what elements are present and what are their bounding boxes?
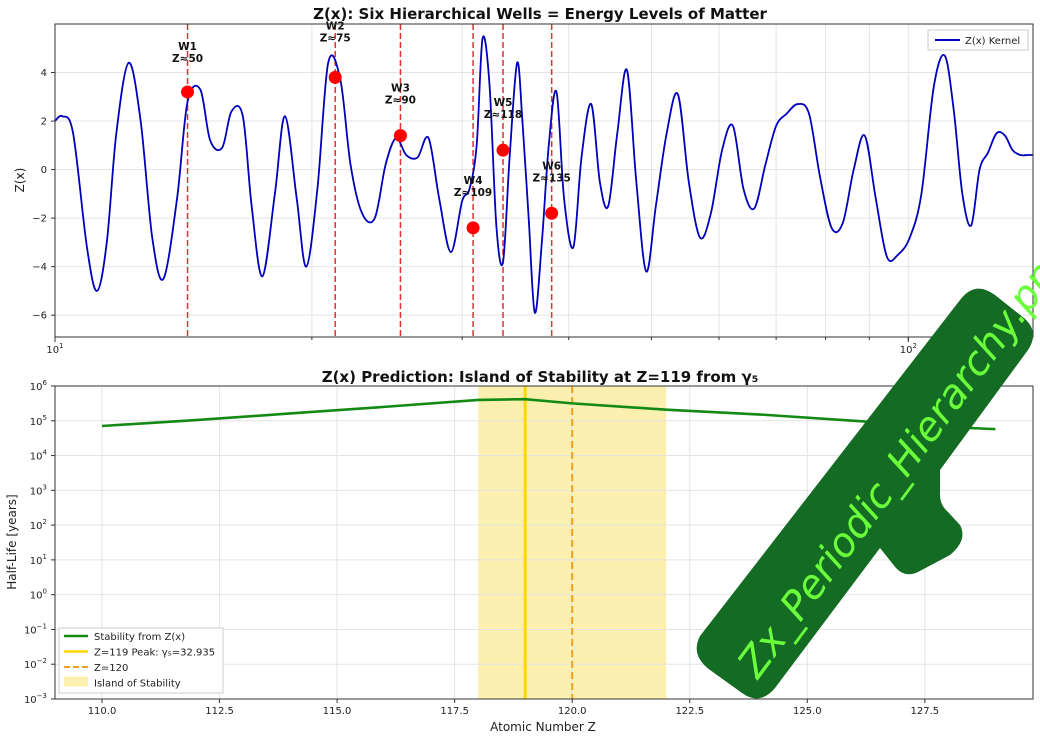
top-chart-title: Z(x): Six Hierarchical Wells = Energy Le… (313, 5, 767, 23)
well-label: W2 (326, 20, 345, 32)
top-y-tick-label: 2 (41, 117, 47, 128)
bottom-y-axis-label: Half-Life [years] (5, 494, 19, 589)
top-x-ticks: 101 102 (46, 337, 917, 356)
top-well-lines (186, 24, 553, 337)
well-label: W4 (464, 175, 483, 187)
well-marker (466, 221, 480, 235)
bottom-legend-entry: Island of Stability (94, 679, 181, 690)
bottom-y-tick-label: 10−2 (24, 657, 47, 671)
bottom-legend-swatch (64, 676, 88, 687)
top-y-axis-label: Z(x) (13, 168, 27, 193)
top-legend-entry: Z(x) Kernel (965, 36, 1020, 47)
bottom-plot-frame (54, 385, 1034, 700)
well-marker (545, 206, 559, 220)
top-y-tick-label: −6 (32, 311, 47, 322)
top-y-tick-label: 4 (41, 68, 47, 79)
top-panel: Z(x): Six Hierarchical Wells = Energy Le… (13, 5, 1034, 356)
bottom-y-ticks: 106 105 104 103 102 101 100 10−1 10−2 10−3 (24, 379, 55, 706)
bottom-x-tick-label: 122.5 (675, 706, 704, 717)
well-markers: W1Z≈50 W2Z≈75 W3Z≈90 W4Z≈109 W5Z≈118 W6Z≈135 (172, 20, 571, 235)
bottom-y-tick-label: 102 (30, 518, 47, 532)
top-plot-frame (54, 23, 1034, 338)
bottom-y-tick-label: 10−1 (24, 622, 47, 636)
bottom-x-tick-label: 125.0 (793, 706, 822, 717)
bottom-panel: Z(x) Prediction: Island of Stability at … (5, 368, 1034, 734)
bottom-y-tick-label: 10−3 (24, 692, 47, 706)
bottom-y-tick-label: 104 (30, 449, 48, 463)
bottom-x-tick-label: 117.5 (440, 706, 469, 717)
bottom-x-ticks: 110.0 112.5 115.0 117.5 120.0 122.5 125.0 127.5 (88, 699, 939, 717)
well-marker (393, 129, 407, 143)
top-x-tick-label: 101 (46, 342, 63, 356)
bottom-x-tick-label: 110.0 (88, 706, 117, 717)
top-y-tick-label: 0 (41, 165, 47, 176)
stamp-background (696, 288, 1034, 699)
well-sublabel: Z≈75 (320, 32, 351, 44)
top-y-tick-label: −4 (32, 262, 47, 273)
well-sublabel: Z≈50 (172, 53, 203, 65)
top-legend-box (927, 29, 1029, 51)
top-gridlines (54, 24, 1033, 337)
bottom-x-tick-label: 120.0 (558, 706, 587, 717)
top-x-tick-label: 102 (900, 342, 917, 356)
well-label: W1 (178, 41, 197, 53)
bottom-x-tick-label: 112.5 (205, 706, 234, 717)
well-marker (496, 143, 510, 157)
bottom-x-axis-label: Atomic Number Z (490, 720, 596, 734)
bottom-y-tick-label: 100 (30, 588, 47, 602)
bottom-x-tick-label: 115.0 (323, 706, 352, 717)
well-sublabel: Z≈109 (454, 187, 492, 199)
bottom-legend: Stability from Z(x) Z=119 Peak: γ₅=32.935… (58, 627, 224, 694)
well-marker (328, 70, 342, 84)
well-sublabel: Z≈90 (385, 95, 416, 107)
kernel-line (54, 35, 1033, 314)
bottom-y-tick-label: 103 (30, 483, 47, 497)
stamp-text: Zx_Periodic_Hierarchy.png (728, 232, 1040, 686)
bottom-legend-entry: Z=119 Peak: γ₅=32.935 (94, 648, 215, 659)
bottom-legend-entry: Z=120 (94, 663, 128, 674)
top-y-ticks: −6 −4 −2 0 2 4 (32, 68, 55, 322)
bottom-x-tick-label: 127.5 (911, 706, 940, 717)
filename-stamp: Zx_Periodic_Hierarchy.png (696, 232, 1040, 699)
top-y-tick-label: −2 (32, 214, 47, 225)
well-label: W3 (391, 83, 410, 95)
bottom-chart-title: Z(x) Prediction: Island of Stability at … (322, 368, 759, 386)
well-marker (181, 85, 195, 99)
bottom-y-tick-label: 105 (30, 414, 47, 428)
bottom-y-tick-label: 101 (30, 553, 47, 567)
well-label: W6 (542, 160, 561, 172)
well-sublabel: Z≈118 (484, 109, 522, 121)
bottom-y-tick-label: 106 (30, 379, 48, 393)
well-sublabel: Z≈135 (533, 172, 571, 184)
bottom-legend-entry: Stability from Z(x) (94, 632, 185, 643)
well-label: W5 (494, 97, 513, 109)
top-legend: Z(x) Kernel (927, 29, 1029, 51)
